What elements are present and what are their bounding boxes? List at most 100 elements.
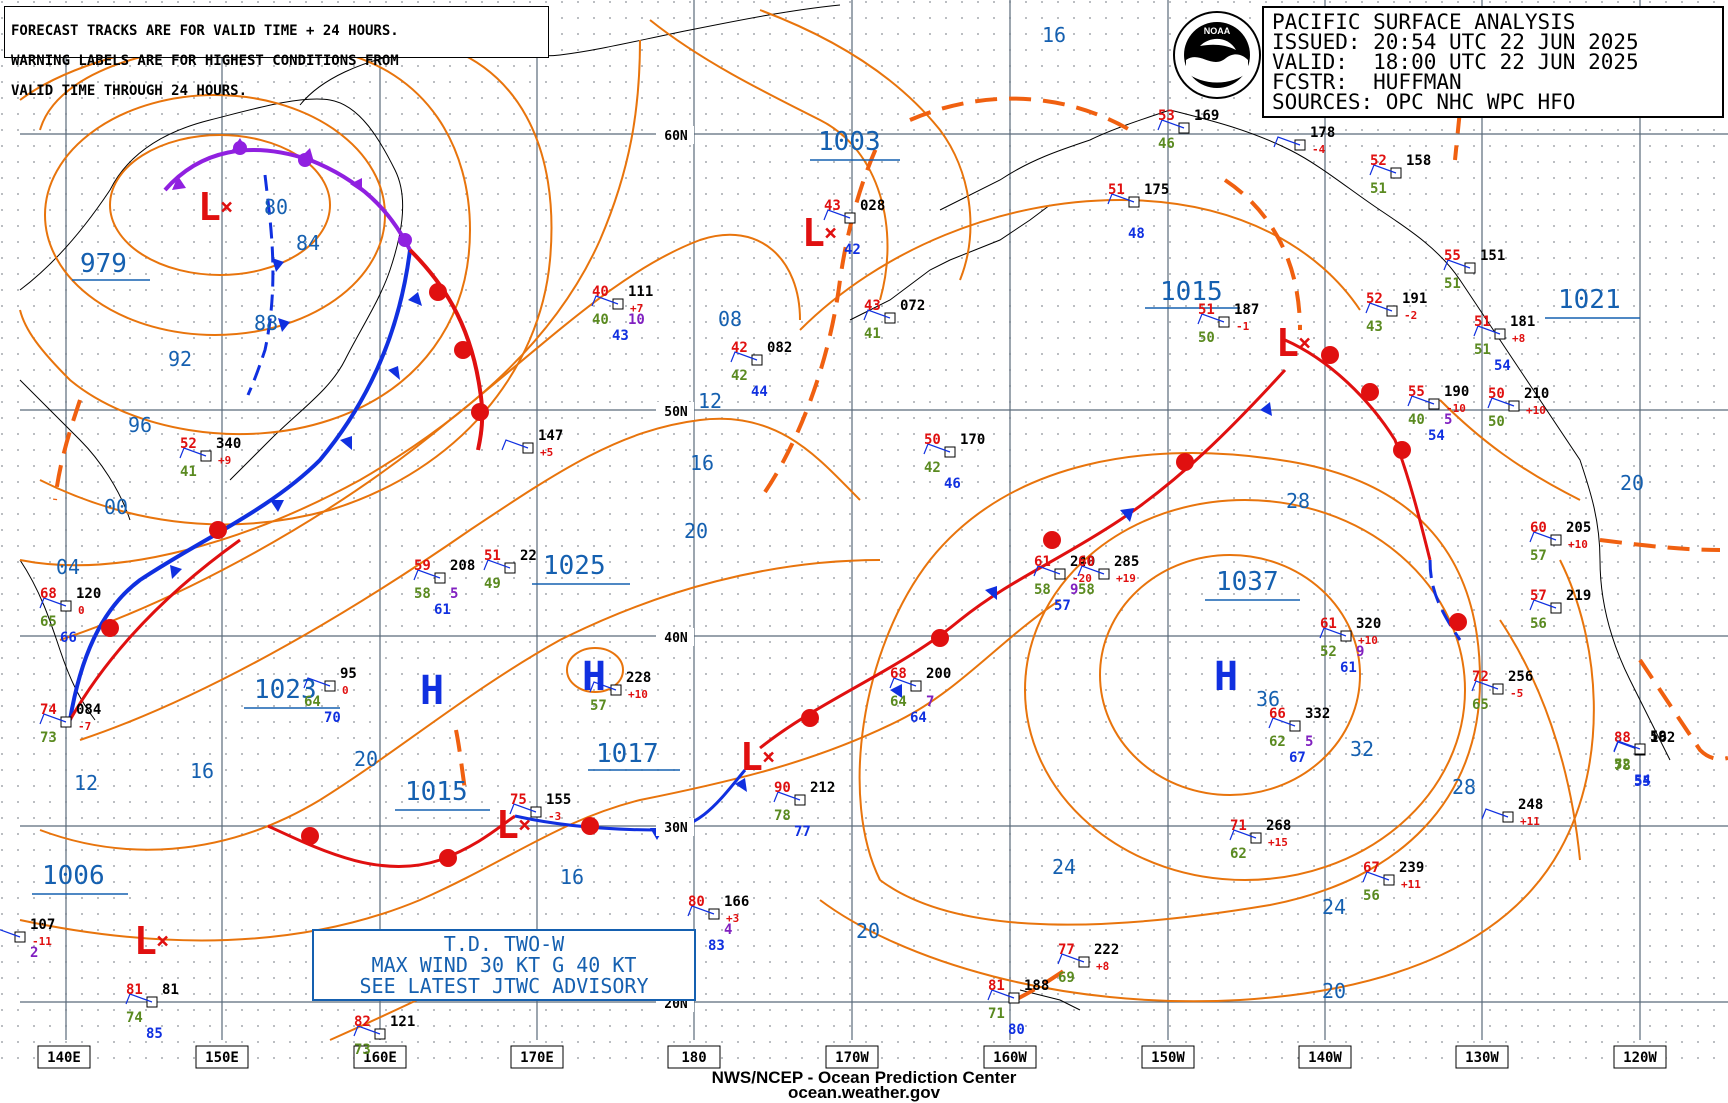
station-pressure: 332	[1305, 706, 1330, 722]
occluded-front	[163, 138, 412, 251]
station-plot: 084 74 73 -7	[39, 702, 101, 746]
wind-barb	[1273, 136, 1301, 148]
station-pressure: 256	[1508, 669, 1533, 685]
station-temperature: 77	[1058, 942, 1075, 958]
station-visibility: 5	[1305, 734, 1313, 750]
wind-barb	[39, 597, 67, 609]
isobar-value: 88	[254, 311, 278, 335]
wind-barb	[1229, 829, 1257, 841]
station-dewpoint: 73	[40, 730, 57, 746]
station-dewpoint: 73	[354, 1042, 371, 1058]
station-wind: 67	[1289, 750, 1306, 766]
station-pressure: 219	[1566, 588, 1591, 604]
station-temperature: 51	[1108, 182, 1125, 198]
wind-barb	[1613, 740, 1641, 752]
lon-label: 130W	[1465, 1050, 1499, 1066]
station-tendency: +10	[1568, 538, 1588, 551]
station-visibility: 7	[926, 694, 934, 710]
wind-barb	[303, 677, 331, 689]
station-pressure: 59	[1650, 729, 1667, 745]
station-visibility: 5	[1444, 412, 1452, 428]
svg-text:L: L	[802, 211, 825, 255]
low-center: L ×	[802, 211, 837, 255]
station-tendency: +15	[1268, 836, 1288, 849]
svg-text:H: H	[582, 654, 606, 700]
station-wind: 61	[434, 602, 451, 618]
pressure-value: 1021	[1558, 285, 1621, 315]
station-visibility: 5	[450, 586, 458, 602]
wind-barb	[987, 989, 1015, 1001]
wind-barb	[1077, 565, 1105, 577]
station-tendency: -11	[32, 935, 52, 948]
valid-time: VALID: 18:00 UTC 22 JUN 2025	[1272, 50, 1639, 74]
station-tendency: 0	[78, 604, 85, 617]
svg-text:L: L	[740, 735, 763, 779]
station-plot: 147+5	[501, 428, 563, 459]
forecast-note-line: FORECAST TRACKS ARE FOR VALID TIME + 24 …	[11, 23, 399, 39]
station-tendency: +8	[1512, 332, 1525, 345]
lon-label: 150E	[205, 1050, 239, 1066]
svg-text:×: ×	[156, 929, 169, 954]
station-temperature: 66	[1269, 706, 1286, 722]
station-dewpoint: 56	[1530, 616, 1547, 632]
station-tendency: +5	[540, 446, 553, 459]
station-pressure: 239	[1399, 860, 1424, 876]
lat-label: 50N	[664, 405, 688, 420]
wind-barb	[179, 447, 207, 459]
wind-barb	[687, 905, 715, 917]
station-pressure: 208	[450, 558, 475, 574]
station-tendency: +10	[628, 688, 648, 701]
station-pressure: 120	[76, 586, 101, 602]
station-temperature: 81	[126, 982, 143, 998]
station-temperature: 61	[1034, 554, 1051, 570]
station-temperature: 43	[824, 198, 841, 214]
station-temperature: 61	[1320, 616, 1337, 632]
station-wind: 77	[794, 824, 811, 840]
station-temperature: 50	[924, 432, 941, 448]
station-dewpoint: 78	[1614, 758, 1631, 774]
station-plot: 219 57 56	[1529, 588, 1591, 632]
station-wind: 57	[1054, 598, 1071, 614]
station-pressure: 81	[162, 982, 179, 998]
station-pressure: 170	[960, 432, 985, 448]
station-plot: 169 53 46	[1157, 108, 1219, 152]
station-temperature: 52	[1370, 153, 1387, 169]
pressure-value: 1003	[818, 127, 881, 157]
station-pressure: 340	[216, 436, 241, 452]
svg-text:H: H	[1214, 654, 1238, 700]
station-tendency: -4	[1312, 143, 1326, 156]
station-pressure: 205	[1566, 520, 1591, 536]
station-dewpoint: 78	[774, 808, 791, 824]
station-wind: 80	[1008, 1022, 1025, 1038]
station-temperature: 53	[1158, 108, 1175, 124]
svg-text:×: ×	[518, 813, 531, 838]
wind-barb	[509, 803, 537, 815]
station-plot: 248+11	[1481, 797, 1543, 828]
isobar-value: 28	[1452, 775, 1476, 799]
high-center: H	[1214, 654, 1238, 700]
isobar-value: 00	[104, 495, 128, 519]
station-visibility: 4	[724, 922, 732, 938]
station-pressure: 187	[1234, 302, 1259, 318]
station-visibility: 9	[1356, 644, 1364, 660]
station-tendency: -10	[1446, 402, 1466, 415]
station-pressure: 169	[1194, 108, 1219, 124]
station-dewpoint: 74	[126, 1010, 143, 1026]
wind-barb	[1407, 395, 1435, 407]
isobar-value: 80	[264, 195, 288, 219]
station-wind: 85	[146, 1026, 163, 1042]
station-plot: 107 2-11	[0, 917, 55, 961]
station-pressure: 175	[1144, 182, 1169, 198]
svg-text:×: ×	[220, 195, 233, 220]
station-plot: 191 52 43 -2	[1365, 291, 1427, 335]
wind-barb	[730, 351, 758, 363]
station-temperature: 82	[354, 1014, 371, 1030]
station-tendency: -2	[1404, 309, 1417, 322]
issued-time: ISSUED: 20:54 UTC 22 JUN 2025	[1272, 30, 1639, 54]
isobar-value: 04	[56, 555, 80, 579]
lon-label: 170W	[835, 1050, 869, 1066]
td-advisory: SEE LATEST JTWC ADVISORY	[359, 974, 649, 998]
isobar-value: 20	[354, 747, 378, 771]
